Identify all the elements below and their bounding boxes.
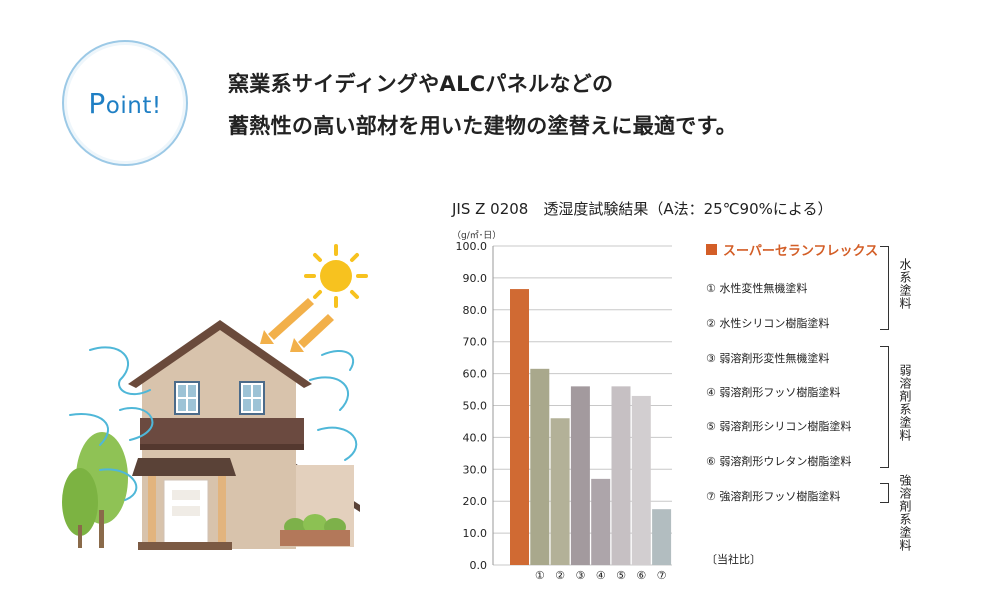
- point-badge: Point!: [62, 40, 188, 166]
- legend-item: ⑦ 強溶剤形フッソ樹脂塗料: [706, 488, 840, 504]
- y-tick-label: 30.0: [463, 463, 488, 476]
- chart-title: JIS Z 0208 透湿度試験結果（A法：25℃90%による）: [452, 198, 832, 219]
- legend-main: スーパーセランフレックス: [706, 240, 878, 259]
- point-label: Point!: [88, 87, 161, 120]
- y-tick-label: 70.0: [463, 336, 488, 349]
- y-tick-label: 80.0: [463, 304, 488, 317]
- group-label-weak-solvent: 弱溶剤系塗料: [897, 364, 914, 442]
- bar: [591, 479, 610, 565]
- y-tick-label: 60.0: [463, 368, 488, 381]
- x-tick-label: ⑤: [616, 569, 626, 582]
- y-tick-label: 100.0: [456, 240, 488, 253]
- legend-item: ⑤ 弱溶剤形シリコン樹脂塗料: [706, 418, 851, 434]
- bar: [571, 386, 590, 565]
- bar: [632, 396, 651, 565]
- group-bracket: [880, 246, 889, 330]
- x-tick-label: ②: [555, 569, 565, 582]
- headline-line1: 窯業系サイディングやALCパネルなどの: [228, 68, 613, 98]
- bar: [551, 418, 570, 565]
- sunlight-arrows: [260, 298, 334, 352]
- legend-item: ⑥ 弱溶剤形ウレタン樹脂塗料: [706, 453, 851, 469]
- x-tick-label: ⑦: [657, 569, 667, 582]
- legend-main-label: スーパーセランフレックス: [723, 240, 878, 259]
- bar: [530, 369, 549, 565]
- legend-item: ③ 弱溶剤形変性無機塗料: [706, 350, 829, 366]
- y-tick-label: 40.0: [463, 431, 488, 444]
- tree-icon: [62, 432, 128, 548]
- point-label-rest: oint!: [106, 93, 162, 119]
- group-bracket: [880, 346, 889, 468]
- sun-icon: [306, 246, 366, 306]
- headline-line2: 蓄熱性の高い部材を用いた建物の塗替えに最適です。: [228, 110, 737, 140]
- bar: [612, 386, 631, 565]
- point-label-p: P: [88, 87, 105, 120]
- group-label-water: 水系塗料: [897, 258, 914, 310]
- group-bracket: [880, 483, 889, 503]
- legend-item: ④ 弱溶剤形フッソ樹脂塗料: [706, 384, 840, 400]
- house-illustration: [60, 240, 390, 560]
- chart-note: 〔当社比〕: [706, 551, 761, 567]
- legend-item: ① 水性変性無機塗料: [706, 280, 807, 296]
- x-tick-label: ④: [596, 569, 606, 582]
- legend-main-swatch: [706, 244, 717, 255]
- x-tick-label: ①: [535, 569, 545, 582]
- x-tick-label: ⑥: [636, 569, 646, 582]
- y-tick-label: 0.0: [470, 559, 488, 572]
- bar: [510, 289, 529, 565]
- x-tick-label: ③: [575, 569, 585, 582]
- legend-item: ② 水性シリコン樹脂塗料: [706, 315, 829, 331]
- y-tick-label: 90.0: [463, 272, 488, 285]
- bar-chart: 0.0 10.0 20.0 30.0 40.0 50.0 60.0 70.0 80.0 90.0 1…: [440, 236, 690, 586]
- group-label-strong-solvent: 強溶剤系塗料: [897, 474, 914, 552]
- y-tick-label: 10.0: [463, 527, 488, 540]
- y-tick-label: 50.0: [463, 400, 488, 413]
- y-tick-label: 20.0: [463, 495, 488, 508]
- bar: [652, 509, 671, 565]
